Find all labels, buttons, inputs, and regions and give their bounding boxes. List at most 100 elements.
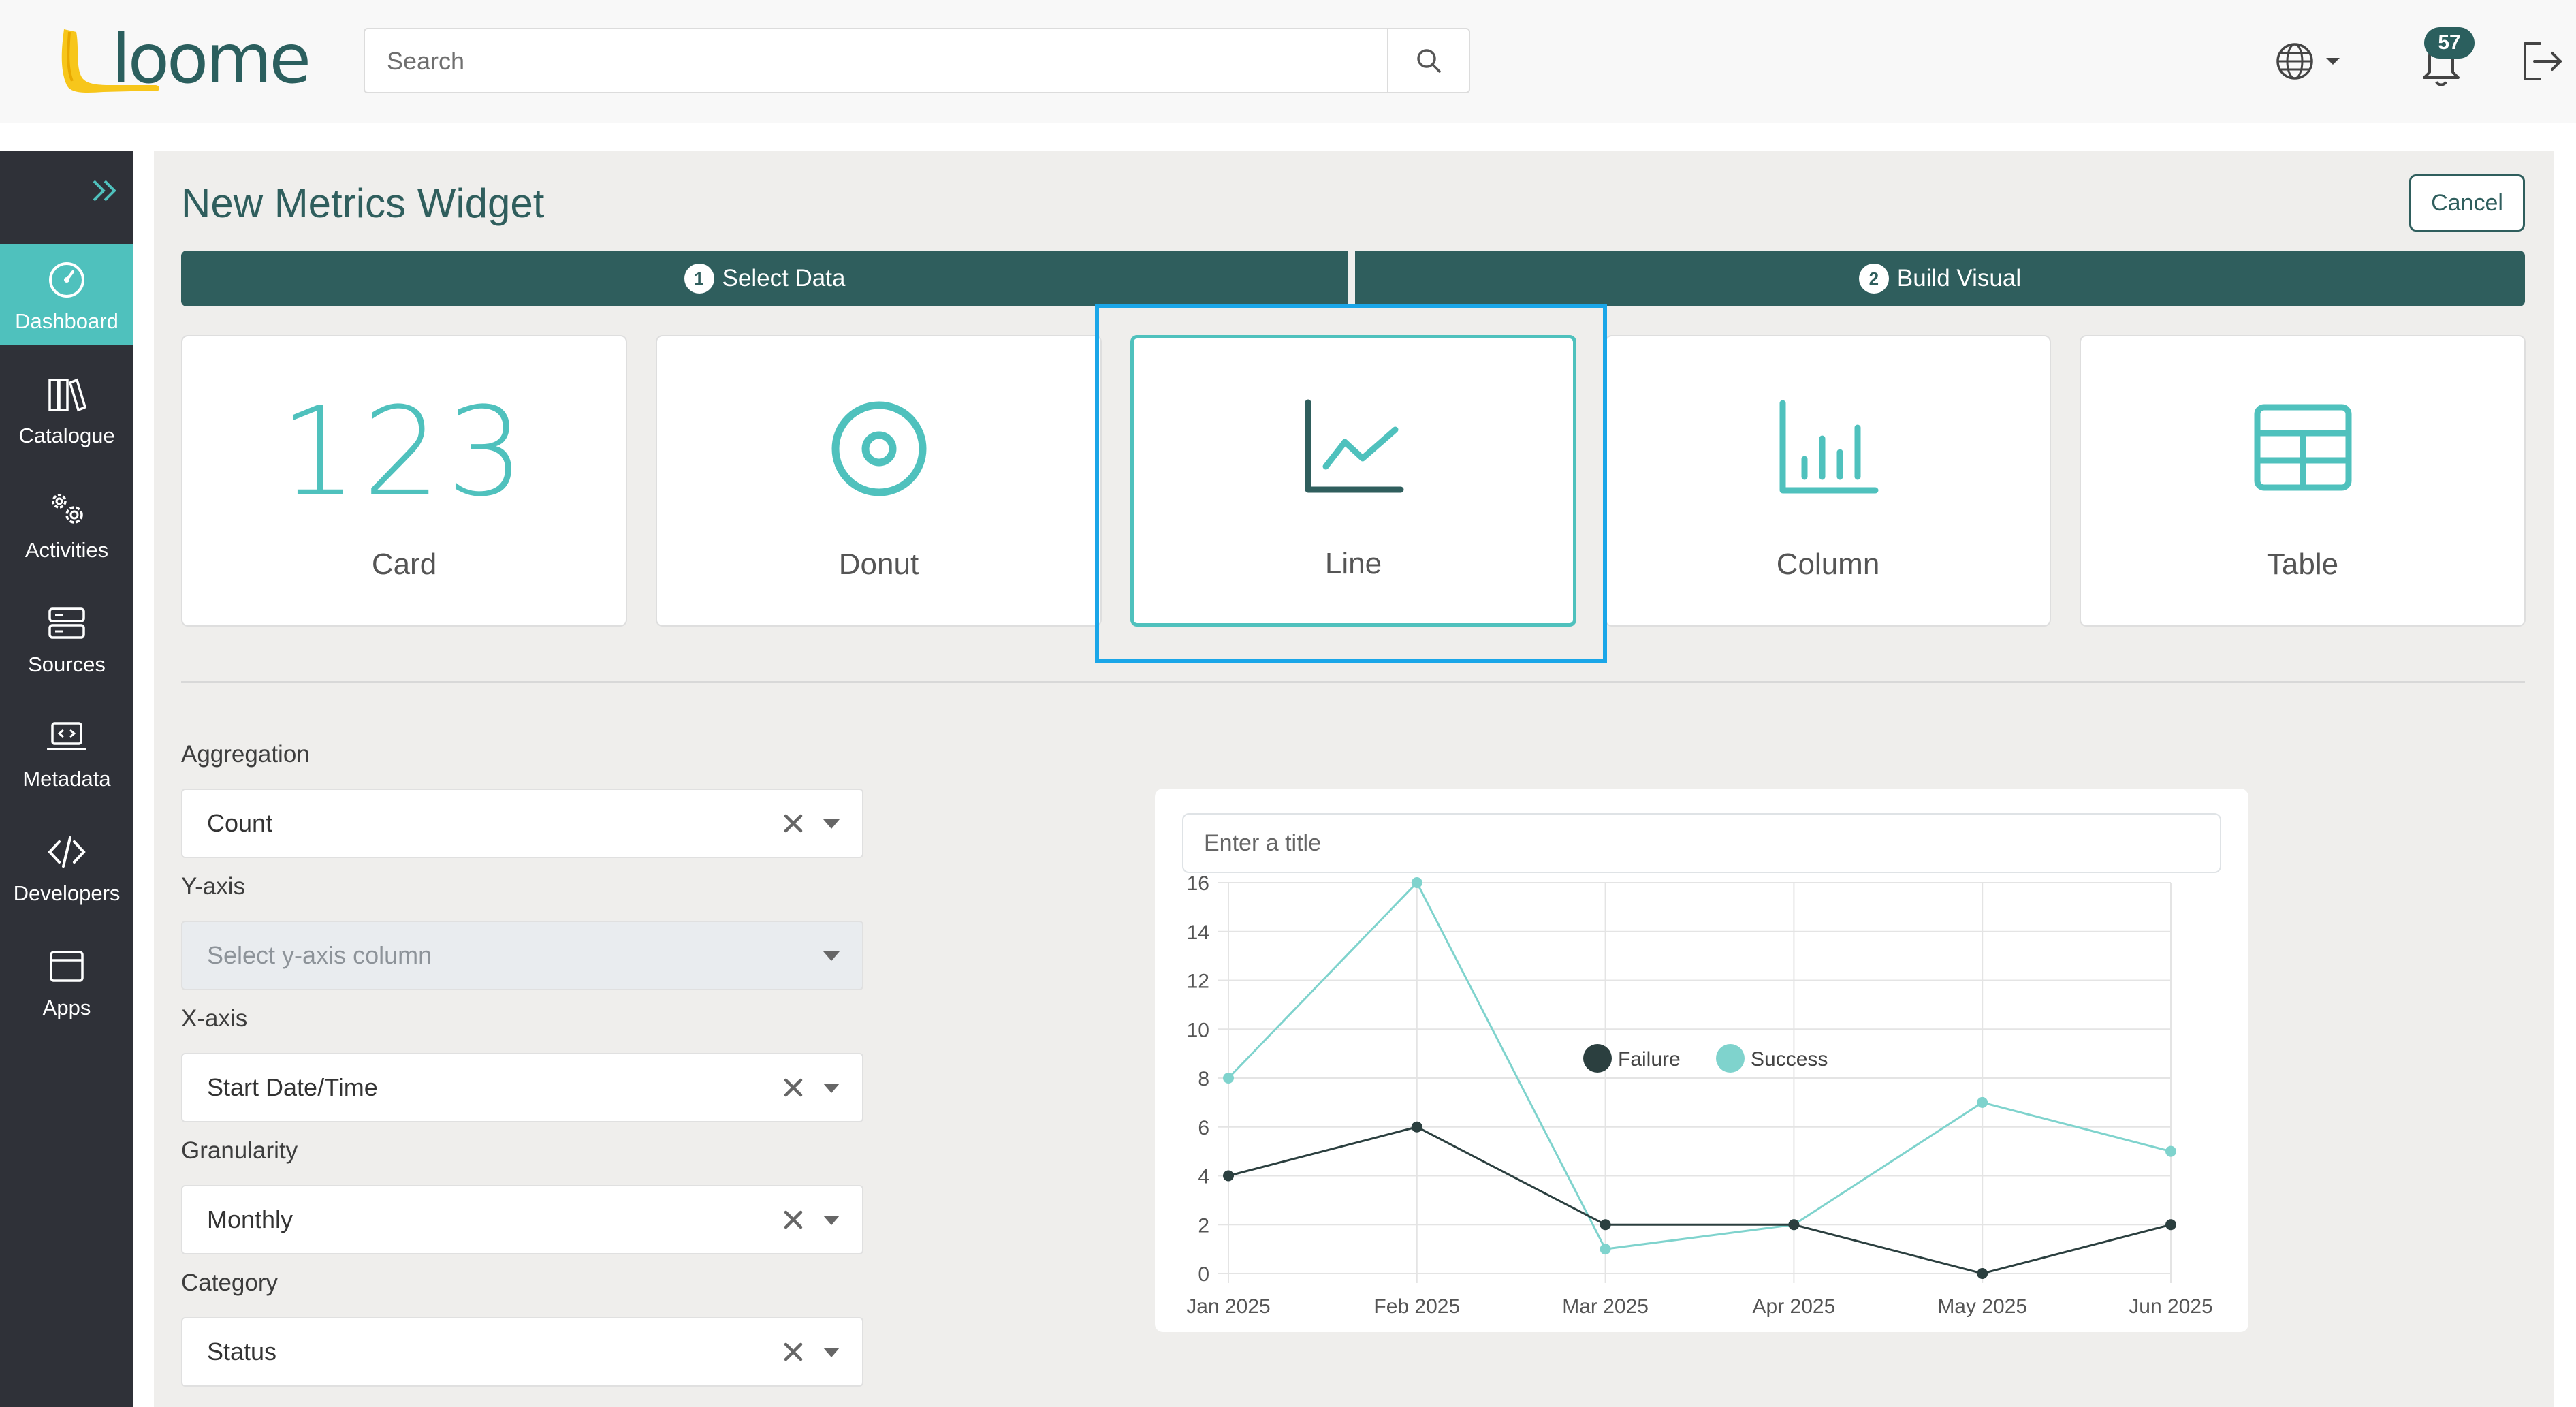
series-line-success [1227,881,2172,1250]
step-number: 2 [1858,264,1889,294]
data-point-failure [1600,1219,1611,1231]
yaxis-label: Y-axis [181,873,246,900]
search-box [364,28,1723,93]
y-tick-label: 6 [1198,1117,1209,1139]
data-point-failure [1977,1268,1988,1279]
step-label: Build Visual [1896,265,2022,291]
data-point-success [1977,1096,1988,1108]
legend-label-failure: Failure [1618,1048,1681,1071]
x-tick-label: Feb 2025 [1373,1295,1460,1318]
clear-icon[interactable] [782,812,805,835]
select-value: Count [207,809,273,837]
code-icon [48,836,86,868]
dashboard-gauge-icon [49,262,84,298]
cancel-button[interactable]: Cancel [2409,174,2525,232]
yaxis-select[interactable]: Select y-axis column [181,921,863,990]
top-bar: loome 57 [0,0,2576,123]
line-chart-icon [1305,399,1403,493]
search-input[interactable] [385,29,1723,93]
category-select[interactable]: Status [181,1317,863,1387]
x-tick-label: May 2025 [1937,1295,2027,1318]
y-tick-label: 0 [1198,1263,1209,1286]
clear-icon[interactable] [782,1340,805,1363]
y-tick-label: 10 [1187,1019,1209,1041]
window-icon [50,951,84,982]
column-chart-icon [1779,400,1878,494]
chevron-down-icon [823,1084,840,1093]
aggregation-label: Aggregation [181,741,310,768]
x-tick-label: Jan 2025 [1186,1295,1270,1318]
globe-icon [2276,43,2313,80]
visual-type-card[interactable]: 123 Card [181,335,627,627]
step-build-visual[interactable]: 2 Build Visual [1355,251,2525,306]
search-button[interactable] [1387,29,1469,92]
visual-type-label: Card [371,548,437,581]
sidebar-item-metadata[interactable]: Metadata [0,701,133,802]
chevron-down-icon [823,1216,840,1225]
step-select-data[interactable]: 1 Select Data [181,251,1348,306]
visual-type-table[interactable]: Table [2080,335,2526,627]
sidebar-item-dashboard[interactable]: Dashboard [0,244,133,345]
y-tick-label: 8 [1198,1068,1209,1090]
y-tick-label: 4 [1198,1166,1209,1188]
x-tick-label: Apr 2025 [1753,1295,1836,1318]
x-tick-label: Jun 2025 [2129,1295,2212,1318]
legend-label-success: Success [1751,1048,1828,1071]
main-panel: New Metrics Widget Cancel 1 Select Data … [154,151,2554,1407]
caret-down-icon [2326,58,2340,65]
loome-logo[interactable]: loome [56,22,342,97]
select-value: Start Date/Time [207,1073,378,1101]
sidebar-item-activities[interactable]: Activities [0,473,133,573]
select-value: Monthly [207,1205,293,1233]
chevron-down-icon [823,951,840,961]
visual-type-label: Column [1776,548,1880,581]
sidebar: Dashboard Catalogue Activities Sources [0,151,133,1407]
sidebar-item-label: Catalogue [18,424,115,447]
clear-icon[interactable] [782,1076,805,1099]
search-icon [1417,49,1441,73]
donut-icon [831,401,926,496]
select-value: Status [207,1338,277,1365]
notification-badge: 57 [2424,27,2475,59]
gears-icon [52,494,83,524]
sidebar-item-developers[interactable]: Developers [0,816,133,917]
sidebar-item-label: Metadata [22,767,111,791]
sidebar-item-label: Activities [25,538,109,562]
step-number: 1 [684,264,714,294]
line-chart: 0 2 4 6 8 10 12 14 16 Jan 2025 Feb 2025 Mar 2025 Apr… [1186,872,2212,1318]
clear-icon[interactable] [782,1208,805,1231]
data-point-success [2165,1145,2176,1157]
y-tick-label: 12 [1187,970,1209,993]
granularity-select[interactable]: Monthly [181,1185,863,1254]
xaxis-label: X-axis [181,1005,248,1032]
sidebar-item-catalogue[interactable]: Catalogue [0,358,133,459]
logout-icon[interactable] [2519,39,2564,83]
card-icon-text: 123 [282,398,527,500]
aggregation-select[interactable]: Count [181,789,863,858]
expand-sidebar-icon[interactable] [89,177,123,204]
sidebar-item-sources[interactable]: Sources [0,587,133,688]
select-placeholder: Select y-axis column [207,941,432,969]
series-line-failure [1228,1126,2172,1275]
logo-text: loome [112,22,308,97]
divider [181,681,2525,683]
chart-title-input[interactable] [1182,813,2221,873]
sidebar-item-label: Apps [42,996,91,1019]
visual-type-donut[interactable]: Donut [656,335,1102,627]
page-title: New Metrics Widget [181,180,545,226]
granularity-label: Granularity [181,1137,298,1164]
legend-swatch-success [1716,1044,1745,1073]
data-point-success [1411,877,1422,888]
sidebar-item-apps[interactable]: Apps [0,930,133,1031]
legend-swatch-failure [1583,1044,1612,1073]
data-point-success [1223,1073,1234,1084]
sidebar-item-label: Sources [28,652,106,676]
data-point-failure [1223,1170,1234,1182]
xaxis-select[interactable]: Start Date/Time [181,1053,863,1122]
visual-type-column[interactable]: Column [1605,335,2051,627]
table-icon [2254,404,2351,491]
books-icon [48,378,87,412]
visual-type-line[interactable]: Line [1130,335,1576,627]
language-selector[interactable] [2274,35,2342,87]
visual-type-label: Donut [838,548,919,581]
